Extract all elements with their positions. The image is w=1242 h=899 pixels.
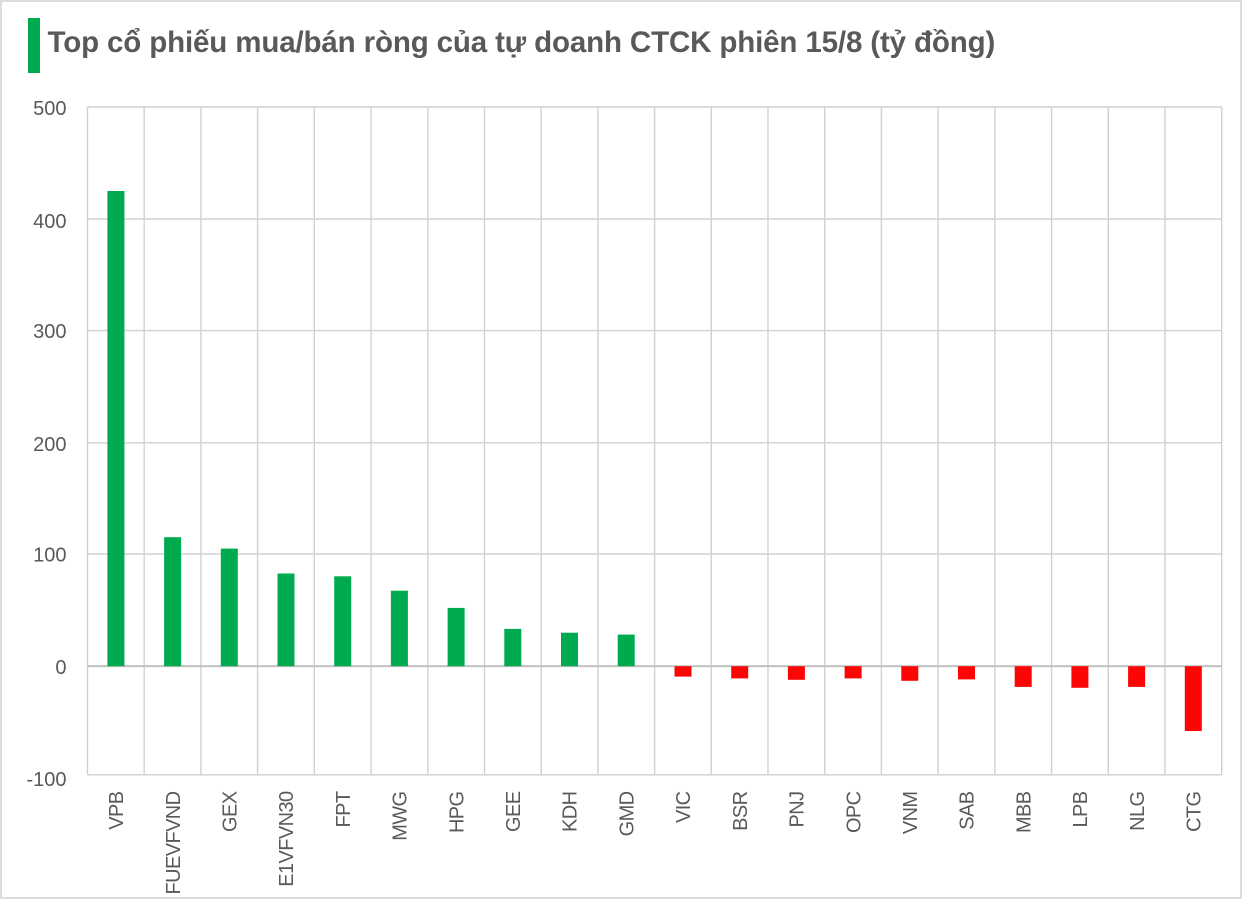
- svg-text:PNJ: PNJ: [787, 792, 809, 828]
- svg-text:BSR: BSR: [730, 791, 752, 830]
- svg-text:NLG: NLG: [1127, 791, 1149, 830]
- svg-text:LPB: LPB: [1070, 791, 1092, 827]
- svg-text:E1VFVN30: E1VFVN30: [276, 791, 298, 887]
- svg-text:SAB: SAB: [957, 791, 979, 829]
- svg-text:VIC: VIC: [673, 791, 695, 823]
- svg-text:OPC: OPC: [843, 791, 865, 833]
- svg-text:FPT: FPT: [333, 791, 355, 827]
- svg-text:200: 200: [33, 434, 66, 456]
- svg-text:VPB: VPB: [106, 791, 128, 829]
- svg-text:-100: -100: [26, 769, 66, 791]
- svg-text:VNM: VNM: [900, 792, 922, 835]
- svg-text:GEE: GEE: [503, 791, 525, 832]
- svg-text:300: 300: [33, 321, 66, 343]
- svg-text:400: 400: [33, 211, 66, 233]
- svg-text:0: 0: [55, 657, 66, 679]
- svg-text:MWG: MWG: [390, 791, 412, 840]
- svg-text:GEX: GEX: [220, 791, 242, 832]
- svg-text:KDH: KDH: [560, 792, 582, 832]
- svg-text:500: 500: [33, 98, 66, 120]
- svg-text:FUEVFVND: FUEVFVND: [163, 791, 185, 894]
- svg-text:GMD: GMD: [616, 791, 638, 836]
- svg-text:CTG: CTG: [1184, 791, 1206, 831]
- svg-text:100: 100: [33, 545, 66, 567]
- svg-text:HPG: HPG: [446, 791, 468, 833]
- svg-text:MBB: MBB: [1013, 791, 1035, 833]
